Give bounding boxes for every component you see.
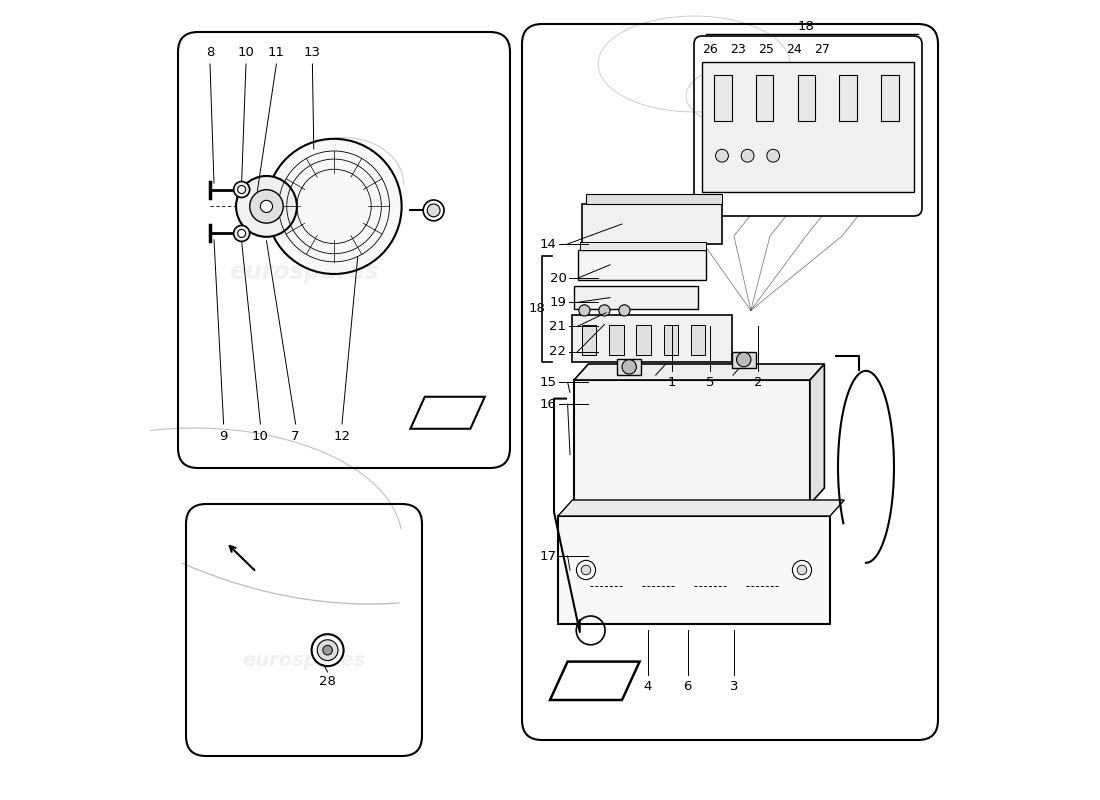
Text: 7: 7 [292, 430, 300, 442]
Text: 14: 14 [539, 238, 556, 250]
Text: 20: 20 [550, 272, 566, 285]
Text: eurospares: eurospares [242, 650, 365, 670]
Polygon shape [558, 500, 845, 516]
Bar [702, 62, 914, 192]
Text: 6: 6 [683, 680, 692, 693]
Circle shape [579, 305, 590, 316]
Circle shape [581, 565, 591, 574]
Circle shape [737, 352, 751, 366]
Circle shape [250, 190, 283, 223]
Circle shape [236, 176, 297, 237]
Bar [574, 380, 810, 504]
Circle shape [621, 360, 637, 374]
Polygon shape [550, 662, 639, 700]
Bar [572, 315, 733, 362]
Text: eurospares: eurospares [230, 260, 378, 284]
Text: eurospares: eurospares [614, 573, 746, 593]
Circle shape [598, 305, 611, 316]
Bar [582, 325, 596, 355]
Bar [582, 204, 722, 244]
Bar [756, 75, 773, 121]
Bar [691, 325, 705, 355]
Bar [714, 75, 732, 121]
Circle shape [238, 230, 245, 238]
Text: 24: 24 [786, 43, 802, 56]
Text: 18: 18 [529, 302, 546, 315]
Circle shape [767, 150, 780, 162]
Text: 8: 8 [206, 46, 214, 58]
Circle shape [427, 204, 440, 217]
Circle shape [261, 200, 273, 213]
Circle shape [238, 186, 245, 194]
Text: 13: 13 [304, 46, 321, 58]
Text: 17: 17 [539, 550, 557, 562]
Text: eurospares: eurospares [605, 384, 755, 408]
Text: 15: 15 [539, 376, 557, 389]
Text: 18: 18 [798, 20, 814, 33]
Text: 10: 10 [252, 430, 268, 442]
Bar [574, 286, 698, 309]
Bar [617, 359, 641, 375]
Text: 25: 25 [758, 43, 774, 56]
Bar [663, 325, 678, 355]
Text: 2: 2 [754, 376, 762, 389]
Bar [839, 75, 857, 121]
Circle shape [619, 305, 630, 316]
Circle shape [741, 150, 754, 162]
Text: 21: 21 [550, 320, 566, 333]
Bar [732, 351, 756, 367]
Text: 5: 5 [706, 376, 714, 389]
Text: 27: 27 [814, 43, 829, 56]
Bar [637, 325, 651, 355]
Bar [609, 325, 624, 355]
Text: 16: 16 [539, 398, 556, 410]
Circle shape [311, 634, 343, 666]
Text: 3: 3 [729, 680, 738, 693]
Text: 19: 19 [550, 296, 566, 309]
Bar [798, 75, 815, 121]
Circle shape [792, 560, 812, 579]
Circle shape [233, 182, 250, 198]
Bar [581, 242, 706, 250]
Text: 28: 28 [319, 675, 336, 688]
Text: 4: 4 [644, 680, 652, 693]
Text: 9: 9 [219, 430, 228, 442]
Polygon shape [810, 364, 824, 504]
Polygon shape [410, 397, 485, 429]
Bar [578, 250, 706, 280]
Text: 23: 23 [730, 43, 746, 56]
Bar [558, 516, 830, 624]
Text: 1: 1 [668, 376, 675, 389]
Text: 11: 11 [268, 46, 285, 58]
Circle shape [322, 646, 332, 655]
Circle shape [317, 640, 338, 661]
Circle shape [576, 560, 595, 579]
Circle shape [716, 150, 728, 162]
Text: 10: 10 [238, 46, 254, 58]
Circle shape [424, 200, 444, 221]
Circle shape [233, 226, 250, 242]
Text: 26: 26 [702, 43, 718, 56]
Text: 22: 22 [550, 346, 566, 358]
Circle shape [798, 565, 806, 574]
Bar [586, 194, 722, 204]
Text: 12: 12 [333, 430, 351, 442]
Polygon shape [574, 364, 824, 380]
Circle shape [266, 139, 402, 274]
Bar [881, 75, 899, 121]
